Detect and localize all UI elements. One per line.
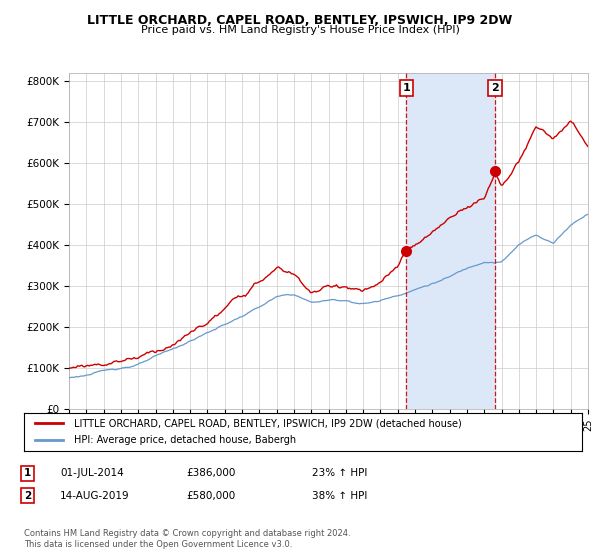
- Text: 38% ↑ HPI: 38% ↑ HPI: [312, 491, 367, 501]
- Text: £580,000: £580,000: [186, 491, 235, 501]
- Text: 14-AUG-2019: 14-AUG-2019: [60, 491, 130, 501]
- Text: LITTLE ORCHARD, CAPEL ROAD, BENTLEY, IPSWICH, IP9 2DW (detached house): LITTLE ORCHARD, CAPEL ROAD, BENTLEY, IPS…: [74, 418, 462, 428]
- Text: 01-JUL-2014: 01-JUL-2014: [60, 468, 124, 478]
- Text: 23% ↑ HPI: 23% ↑ HPI: [312, 468, 367, 478]
- Text: 1: 1: [403, 83, 410, 93]
- Text: Contains HM Land Registry data © Crown copyright and database right 2024.
This d: Contains HM Land Registry data © Crown c…: [24, 529, 350, 549]
- Text: 2: 2: [491, 83, 499, 93]
- Text: Price paid vs. HM Land Registry's House Price Index (HPI): Price paid vs. HM Land Registry's House …: [140, 25, 460, 35]
- Text: 2: 2: [24, 491, 31, 501]
- Text: 1: 1: [24, 468, 31, 478]
- Text: HPI: Average price, detached house, Babergh: HPI: Average price, detached house, Babe…: [74, 435, 296, 445]
- Bar: [406, 73, 495, 409]
- Text: LITTLE ORCHARD, CAPEL ROAD, BENTLEY, IPSWICH, IP9 2DW: LITTLE ORCHARD, CAPEL ROAD, BENTLEY, IPS…: [88, 14, 512, 27]
- Text: £386,000: £386,000: [186, 468, 235, 478]
